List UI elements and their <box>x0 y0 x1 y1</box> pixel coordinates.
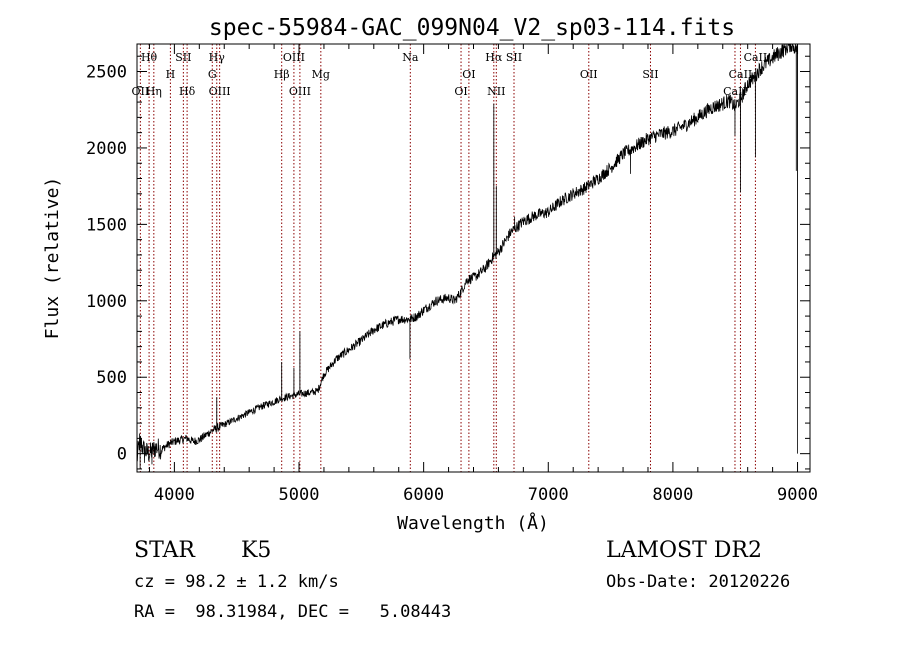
line-marker-label: G <box>208 68 217 81</box>
x-tick-label: 4000 <box>154 485 195 505</box>
y-tick-label: 1500 <box>86 215 127 235</box>
line-marker-label: SII <box>506 51 522 64</box>
object-class: STAR <box>134 538 195 563</box>
y-axis-label: Flux (relative) <box>42 177 63 340</box>
line-marker-label: OI <box>462 68 475 81</box>
spectral-line-markers: HθHηOIIHSIIHδHγGOIIIOIIIHβOIIIMgNaOIOIHα… <box>132 44 768 472</box>
line-marker-label: CaII <box>729 68 753 81</box>
line-marker-label: Hβ <box>274 68 290 81</box>
line-marker-label: Hδ <box>179 85 196 98</box>
x-tick-label: 7000 <box>528 485 569 505</box>
object-subclass: K5 <box>241 538 272 563</box>
spectrum-line <box>136 43 799 469</box>
line-marker-label: OIII <box>283 51 305 64</box>
line-marker-label: Na <box>402 51 419 64</box>
x-axis-label: Wavelength (Å) <box>397 512 549 534</box>
y-tick-label: 500 <box>96 368 127 388</box>
x-tick-label: 8000 <box>652 485 693 505</box>
line-marker-label: SII <box>642 68 658 81</box>
line-marker-label: OIII <box>289 85 311 98</box>
x-tick-label: 5000 <box>279 485 320 505</box>
line-marker-label: SII <box>175 51 191 64</box>
line-marker-label: OI <box>454 85 467 98</box>
line-marker-label: Mg <box>312 68 330 81</box>
y-tick-label: 2500 <box>86 63 127 83</box>
survey-name: LAMOST DR2 <box>606 538 762 563</box>
spectrum-series <box>136 43 799 469</box>
line-marker-label: NII <box>487 85 505 98</box>
line-marker-label: OII <box>132 85 150 98</box>
chart-title: spec-55984-GAC_099N04_V2_sp03-114.fits <box>209 15 735 41</box>
line-marker-label: Hγ <box>209 51 226 64</box>
coordinates-text: RA = 98.31984, DEC = 5.08443 <box>134 602 452 622</box>
y-tick-label: 0 <box>117 445 127 465</box>
y-tick-label: 2000 <box>86 139 127 159</box>
line-marker-label: Hθ <box>141 51 158 64</box>
y-axis-ticks: 0 500 1000 1500 2000 2500 <box>86 55 810 470</box>
y-tick-label: 1000 <box>86 292 127 312</box>
x-axis-ticks: 4000 5000 6000 7000 8000 9000 <box>148 44 818 505</box>
line-marker-label: H <box>166 68 176 81</box>
line-marker-label: OII <box>580 68 598 81</box>
redshift-text: cz = 98.2 ± 1.2 km/s <box>134 572 339 592</box>
line-marker-label: Hη <box>146 85 162 98</box>
line-marker-label: CaII <box>744 51 768 64</box>
x-tick-label: 9000 <box>777 485 818 505</box>
line-marker-label: OIII <box>209 85 231 98</box>
line-marker-label: Hα <box>485 51 503 64</box>
obs-date-text: Obs-Date: 20120226 <box>606 572 791 592</box>
x-tick-label: 6000 <box>403 485 444 505</box>
